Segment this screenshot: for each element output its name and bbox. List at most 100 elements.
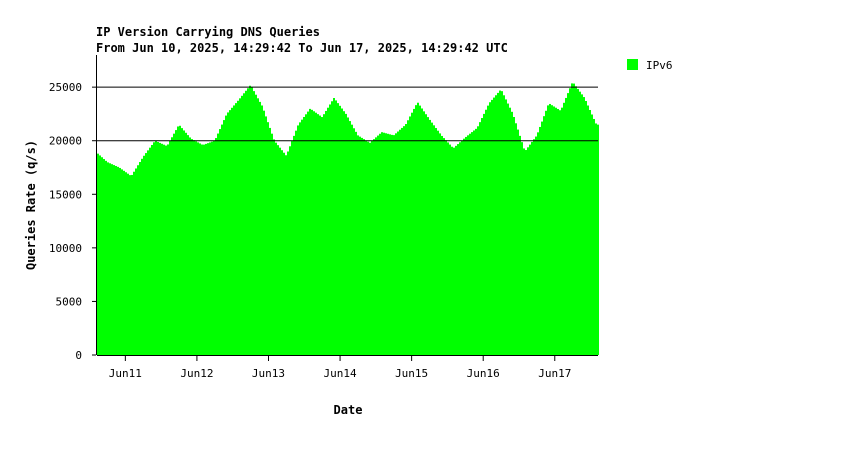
area-bar xyxy=(109,163,111,355)
area-bar xyxy=(403,126,405,355)
area-bar xyxy=(119,167,121,355)
area-bar xyxy=(157,141,159,355)
area-bar xyxy=(401,127,403,355)
area-bar xyxy=(573,83,575,355)
legend-label: IPv6 xyxy=(646,59,673,72)
area-bar xyxy=(427,117,429,355)
area-bar xyxy=(297,125,299,355)
area-bar xyxy=(217,133,219,355)
x-tick-label: Jun11 xyxy=(109,367,142,380)
area-bar xyxy=(125,172,127,355)
series-ipv6 xyxy=(97,83,599,356)
area-bar xyxy=(585,101,587,356)
area-bar xyxy=(237,100,239,356)
area-bar xyxy=(565,97,567,355)
area-bar xyxy=(123,170,125,355)
area-bar xyxy=(567,93,569,355)
area-bar xyxy=(153,142,155,355)
area-bar xyxy=(253,91,255,356)
area-bar xyxy=(491,99,493,355)
area-bar xyxy=(247,88,249,355)
area-bar xyxy=(485,109,487,356)
area-bar xyxy=(397,131,399,355)
area-bar xyxy=(135,168,137,355)
area-bar xyxy=(569,88,571,355)
area-bar xyxy=(239,98,241,355)
area-bar xyxy=(265,116,267,356)
area-bar xyxy=(159,142,161,355)
area-bar xyxy=(169,140,171,355)
area-bar xyxy=(177,126,179,355)
area-bar xyxy=(97,153,99,355)
area-bar xyxy=(467,135,469,355)
area-bar xyxy=(197,142,199,355)
area-bar xyxy=(341,108,343,355)
area-bar xyxy=(339,105,341,355)
area-bar xyxy=(117,166,119,355)
area-bar xyxy=(389,134,391,355)
area-bar xyxy=(101,157,103,355)
area-bar xyxy=(301,119,303,355)
area-bar xyxy=(561,107,563,355)
area-bar xyxy=(445,140,447,355)
area-bar xyxy=(115,165,117,355)
area-bar xyxy=(269,127,271,356)
area-bar xyxy=(219,129,221,355)
area-bar xyxy=(539,126,541,355)
area-bar xyxy=(533,139,535,355)
area-bar xyxy=(387,133,389,355)
area-bar xyxy=(415,105,417,356)
x-tick-label: Jun15 xyxy=(395,367,428,380)
area-bar xyxy=(275,142,277,355)
area-bar xyxy=(205,143,207,355)
area-bar xyxy=(131,174,133,355)
area-bar xyxy=(257,98,259,355)
area-bar xyxy=(179,125,181,355)
area-bar xyxy=(163,144,165,355)
area-bar xyxy=(221,124,223,355)
area-bar xyxy=(369,142,371,355)
area-bar xyxy=(435,128,437,355)
area-bar xyxy=(99,155,101,355)
area-bar xyxy=(563,102,565,356)
y-tick-label: 25000 xyxy=(49,81,82,94)
area-bar xyxy=(365,140,367,355)
grid-layer xyxy=(97,86,598,142)
area-bar xyxy=(189,137,191,355)
area-bar xyxy=(183,130,185,355)
area-bar xyxy=(231,107,233,355)
area-bar xyxy=(413,108,415,355)
area-bar xyxy=(333,98,335,355)
area-bar xyxy=(215,138,217,355)
area-bar xyxy=(587,105,589,355)
area-bar xyxy=(277,145,279,355)
area-bar xyxy=(571,83,573,355)
area-bar xyxy=(139,162,141,355)
area-bar xyxy=(507,103,509,355)
area-bar xyxy=(335,100,337,355)
area-bar xyxy=(167,144,169,355)
area-bar xyxy=(373,139,375,355)
area-bar xyxy=(155,141,157,355)
area-bar xyxy=(579,91,581,355)
area-bar xyxy=(357,135,359,355)
area-bar xyxy=(361,137,363,355)
area-bar xyxy=(137,165,139,355)
area-bar xyxy=(459,142,461,355)
x-tick-label: Jun13 xyxy=(252,367,285,380)
area-bar xyxy=(235,103,237,356)
area-bar xyxy=(449,144,451,355)
area-bar xyxy=(227,112,229,355)
area-bar xyxy=(181,128,183,355)
area-bar xyxy=(505,99,507,355)
area-bar xyxy=(433,125,435,355)
area-bar xyxy=(547,105,549,355)
area-bar xyxy=(103,159,105,355)
area-bar xyxy=(149,147,151,355)
area-bar xyxy=(487,105,489,355)
area-bar xyxy=(529,144,531,355)
area-bar xyxy=(383,132,385,355)
area-bar xyxy=(329,104,331,355)
area-bar xyxy=(411,112,413,355)
